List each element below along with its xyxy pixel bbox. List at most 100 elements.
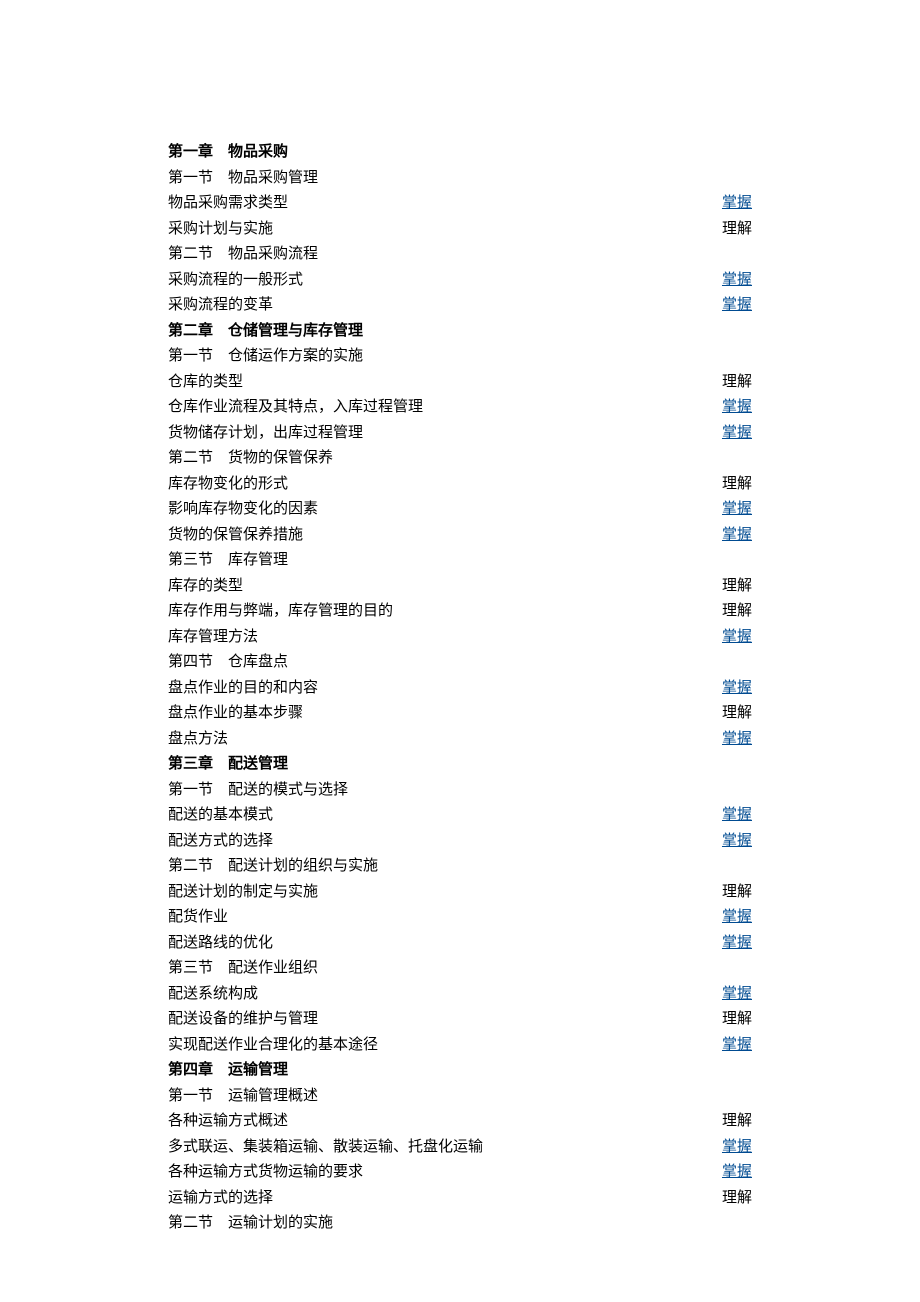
section-title: 第二节 物品采购流程 (168, 242, 752, 268)
level-link[interactable]: 掌握 (722, 1160, 752, 1186)
level-text: 理解 (722, 574, 752, 600)
topic-row: 仓库作业流程及其特点，入库过程管理掌握 (168, 395, 752, 421)
level-link[interactable]: 掌握 (722, 931, 752, 957)
topic-row: 配送路线的优化掌握 (168, 931, 752, 957)
topic-row: 配送系统构成掌握 (168, 982, 752, 1008)
chapter-title: 第三章 配送管理 (168, 752, 752, 778)
topic-text: 盘点作业的目的和内容 (168, 676, 712, 702)
section-title: 第一节 物品采购管理 (168, 166, 752, 192)
chapter-title: 第四章 运输管理 (168, 1058, 752, 1084)
topic-row: 物品采购需求类型掌握 (168, 191, 752, 217)
level-link[interactable]: 掌握 (722, 523, 752, 549)
level-link[interactable]: 掌握 (722, 191, 752, 217)
level-link[interactable]: 掌握 (722, 905, 752, 931)
section-title: 第二节 配送计划的组织与实施 (168, 854, 752, 880)
topic-text: 实现配送作业合理化的基本途径 (168, 1033, 712, 1059)
level-text: 理解 (722, 1007, 752, 1033)
topic-text: 物品采购需求类型 (168, 191, 712, 217)
topic-row: 库存管理方法掌握 (168, 625, 752, 651)
section-title: 第二节 运输计划的实施 (168, 1211, 752, 1237)
topic-row: 盘点作业的基本步骤理解 (168, 701, 752, 727)
level-link[interactable]: 掌握 (722, 395, 752, 421)
level-link[interactable]: 掌握 (722, 727, 752, 753)
topic-text: 库存的类型 (168, 574, 712, 600)
topic-row: 各种运输方式货物运输的要求掌握 (168, 1160, 752, 1186)
topic-row: 货物储存计划，出库过程管理掌握 (168, 421, 752, 447)
level-link[interactable]: 掌握 (722, 625, 752, 651)
topic-text: 盘点作业的基本步骤 (168, 701, 712, 727)
section-title: 第三节 库存管理 (168, 548, 752, 574)
topic-text: 运输方式的选择 (168, 1186, 712, 1212)
level-text: 理解 (722, 370, 752, 396)
topic-row: 多式联运、集装箱运输、散装运输、托盘化运输掌握 (168, 1135, 752, 1161)
outline-content: 第一章 物品采购第一节 物品采购管理物品采购需求类型掌握采购计划与实施理解第二节… (168, 140, 752, 1237)
topic-text: 仓库作业流程及其特点，入库过程管理 (168, 395, 712, 421)
topic-row: 仓库的类型理解 (168, 370, 752, 396)
section-title: 第三节 配送作业组织 (168, 956, 752, 982)
level-link[interactable]: 掌握 (722, 1033, 752, 1059)
section-title: 第一节 运输管理概述 (168, 1084, 752, 1110)
topic-row: 配货作业掌握 (168, 905, 752, 931)
level-link[interactable]: 掌握 (722, 1135, 752, 1161)
section-title: 第一节 配送的模式与选择 (168, 778, 752, 804)
topic-row: 采购流程的变革掌握 (168, 293, 752, 319)
topic-row: 盘点作业的目的和内容掌握 (168, 676, 752, 702)
topic-text: 配送的基本模式 (168, 803, 712, 829)
topic-text: 配货作业 (168, 905, 712, 931)
topic-text: 配送设备的维护与管理 (168, 1007, 712, 1033)
topic-row: 实现配送作业合理化的基本途径掌握 (168, 1033, 752, 1059)
level-link[interactable]: 掌握 (722, 982, 752, 1008)
level-link[interactable]: 掌握 (722, 293, 752, 319)
topic-row: 货物的保管保养措施掌握 (168, 523, 752, 549)
topic-text: 库存管理方法 (168, 625, 712, 651)
level-link[interactable]: 掌握 (722, 803, 752, 829)
topic-row: 采购计划与实施理解 (168, 217, 752, 243)
topic-text: 货物储存计划，出库过程管理 (168, 421, 712, 447)
topic-text: 配送计划的制定与实施 (168, 880, 712, 906)
topic-text: 各种运输方式货物运输的要求 (168, 1160, 712, 1186)
chapter-title: 第二章 仓储管理与库存管理 (168, 319, 752, 345)
level-link[interactable]: 掌握 (722, 829, 752, 855)
topic-text: 配送方式的选择 (168, 829, 712, 855)
topic-text: 配送路线的优化 (168, 931, 712, 957)
topic-text: 采购计划与实施 (168, 217, 712, 243)
level-link[interactable]: 掌握 (722, 676, 752, 702)
topic-row: 各种运输方式概述理解 (168, 1109, 752, 1135)
level-link[interactable]: 掌握 (722, 268, 752, 294)
level-text: 理解 (722, 1186, 752, 1212)
topic-text: 采购流程的变革 (168, 293, 712, 319)
level-text: 理解 (722, 599, 752, 625)
level-text: 理解 (722, 472, 752, 498)
level-text: 理解 (722, 701, 752, 727)
topic-row: 运输方式的选择理解 (168, 1186, 752, 1212)
level-link[interactable]: 掌握 (722, 421, 752, 447)
topic-row: 配送设备的维护与管理理解 (168, 1007, 752, 1033)
topic-row: 盘点方法掌握 (168, 727, 752, 753)
topic-text: 盘点方法 (168, 727, 712, 753)
section-title: 第一节 仓储运作方案的实施 (168, 344, 752, 370)
topic-text: 多式联运、集装箱运输、散装运输、托盘化运输 (168, 1135, 712, 1161)
topic-text: 影响库存物变化的因素 (168, 497, 712, 523)
topic-row: 库存物变化的形式理解 (168, 472, 752, 498)
topic-text: 库存作用与弊端，库存管理的目的 (168, 599, 712, 625)
topic-text: 配送系统构成 (168, 982, 712, 1008)
topic-text: 采购流程的一般形式 (168, 268, 712, 294)
chapter-title: 第一章 物品采购 (168, 140, 752, 166)
level-text: 理解 (722, 217, 752, 243)
topic-text: 货物的保管保养措施 (168, 523, 712, 549)
topic-row: 影响库存物变化的因素掌握 (168, 497, 752, 523)
topic-row: 配送的基本模式掌握 (168, 803, 752, 829)
topic-text: 仓库的类型 (168, 370, 712, 396)
topic-row: 库存作用与弊端，库存管理的目的理解 (168, 599, 752, 625)
topic-row: 配送计划的制定与实施理解 (168, 880, 752, 906)
section-title: 第四节 仓库盘点 (168, 650, 752, 676)
topic-row: 配送方式的选择掌握 (168, 829, 752, 855)
level-text: 理解 (722, 1109, 752, 1135)
level-link[interactable]: 掌握 (722, 497, 752, 523)
topic-text: 库存物变化的形式 (168, 472, 712, 498)
topic-row: 采购流程的一般形式掌握 (168, 268, 752, 294)
topic-text: 各种运输方式概述 (168, 1109, 712, 1135)
level-text: 理解 (722, 880, 752, 906)
section-title: 第二节 货物的保管保养 (168, 446, 752, 472)
topic-row: 库存的类型理解 (168, 574, 752, 600)
